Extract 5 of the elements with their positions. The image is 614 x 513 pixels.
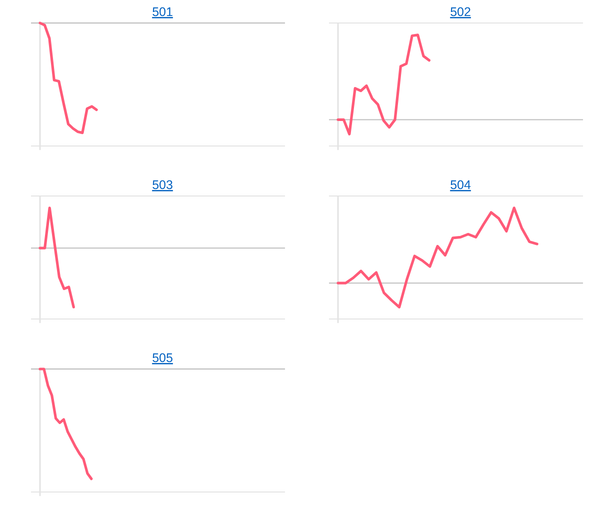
chart-title: 501 (152, 5, 173, 19)
chart-title: 504 (450, 178, 471, 192)
chart-title: 502 (450, 5, 471, 19)
chart-title: 505 (152, 351, 173, 365)
chart-title: 503 (152, 178, 173, 192)
